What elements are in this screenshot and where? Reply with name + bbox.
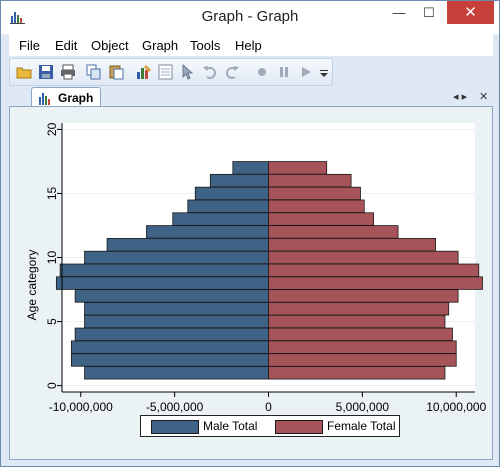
legend-swatch-male <box>151 420 199 434</box>
menu-object[interactable]: Object <box>91 38 129 53</box>
maximize-button[interactable]: ☐ <box>423 5 435 20</box>
bar-female <box>268 199 365 213</box>
bar-female <box>268 250 459 265</box>
graph-canvas[interactable]: 0 5 10 15 20 -10,000,000 -5,000,000 0 5,000,000 1… <box>9 106 493 460</box>
redo-icon[interactable] <box>224 64 240 80</box>
y-tick-label: 20 <box>45 122 59 136</box>
legend: Male Total Female Total <box>140 415 400 437</box>
bar-male <box>84 366 269 380</box>
print-icon[interactable] <box>60 64 76 80</box>
bar-female <box>268 238 436 252</box>
menu-file[interactable]: File <box>19 38 40 53</box>
paste-icon[interactable] <box>108 64 124 80</box>
bar-male <box>84 250 269 265</box>
app-bar-chart-icon <box>10 12 25 24</box>
x-tick-label: 0 <box>265 400 272 414</box>
tab-graph[interactable]: Graph <box>31 87 101 109</box>
bar-female <box>268 314 446 329</box>
title-bar[interactable]: Graph - Graph — ☐ ✕ <box>1 1 499 34</box>
bar-male <box>194 186 269 201</box>
toolbar <box>9 58 333 86</box>
open-folder-icon[interactable] <box>16 64 32 80</box>
y-tick-label: 0 <box>45 382 59 389</box>
pause-icon[interactable] <box>276 64 292 80</box>
bar-female <box>268 263 480 277</box>
x-tick-label: 5,000,000 <box>336 400 390 414</box>
menu-bar: File Edit Object Graph Tools Help <box>9 34 493 56</box>
legend-swatch-female <box>275 420 323 434</box>
bar-male <box>59 263 269 277</box>
x-tick-label: -5,000,000 <box>146 400 204 414</box>
bar-male <box>84 314 269 329</box>
bar-male <box>55 276 269 290</box>
tab-close-button[interactable]: ✕ <box>479 91 489 103</box>
dropdown-arrow-icon[interactable] <box>319 64 329 80</box>
graph-editor-icon[interactable] <box>136 64 152 80</box>
bar-female <box>268 225 399 239</box>
window-title: Graph - Graph <box>201 8 299 25</box>
y-tick-label: 15 <box>45 186 59 200</box>
bar-chart-icon <box>39 93 50 105</box>
bar-female <box>268 340 457 354</box>
bar-female <box>268 276 483 290</box>
y-axis-label: Age category <box>25 250 39 321</box>
copy-icon[interactable] <box>86 64 102 80</box>
menu-tools[interactable]: Tools <box>190 38 221 53</box>
x-tick-label: -10,000,000 <box>49 400 113 414</box>
bar-female <box>268 289 459 303</box>
bar-male <box>84 302 269 316</box>
bar-male <box>70 340 269 354</box>
y-tick-label: 5 <box>45 318 59 325</box>
bar-female <box>268 353 457 367</box>
bar-female <box>268 212 375 226</box>
bar-male <box>70 353 269 367</box>
x-tick-label: 10,000,000 <box>426 400 486 414</box>
population-pyramid-chart: 0 5 10 15 20 -10,000,000 -5,000,000 0 5,000,000 1… <box>25 122 487 414</box>
bar-male <box>146 225 269 239</box>
bar-male <box>187 199 269 213</box>
bar-female <box>268 186 361 201</box>
menu-graph[interactable]: Graph <box>142 38 179 53</box>
menu-edit[interactable]: Edit <box>55 38 78 53</box>
tab-label: Graph <box>58 91 94 105</box>
bar-female <box>268 302 450 316</box>
pointer-icon[interactable] <box>180 64 196 80</box>
tab-row: Graph ◂ ▸ ✕ <box>9 87 493 109</box>
tab-scroll-arrows[interactable]: ◂ ▸ <box>453 91 468 103</box>
data-editor-icon[interactable] <box>158 64 174 80</box>
bar-male <box>172 212 269 226</box>
bar-female <box>268 173 352 188</box>
y-tick-label: 10 <box>45 251 59 265</box>
undo-icon[interactable] <box>202 64 218 80</box>
legend-label-male: Male Total <box>203 419 258 433</box>
save-icon[interactable] <box>38 64 54 80</box>
bar-male <box>106 238 269 252</box>
bar-female <box>268 161 328 175</box>
bar-male <box>74 289 269 303</box>
legend-label-female: Female Total <box>327 419 396 433</box>
bar-female <box>268 327 453 342</box>
record-icon[interactable] <box>254 64 270 80</box>
close-button[interactable]: ✕ <box>447 1 494 24</box>
bar-male <box>74 327 269 342</box>
play-icon[interactable] <box>298 64 314 80</box>
minimize-button[interactable]: — <box>392 5 406 20</box>
bar-male <box>209 173 269 188</box>
bar-male <box>232 161 269 175</box>
bar-female <box>268 366 446 380</box>
menu-help[interactable]: Help <box>235 38 262 53</box>
